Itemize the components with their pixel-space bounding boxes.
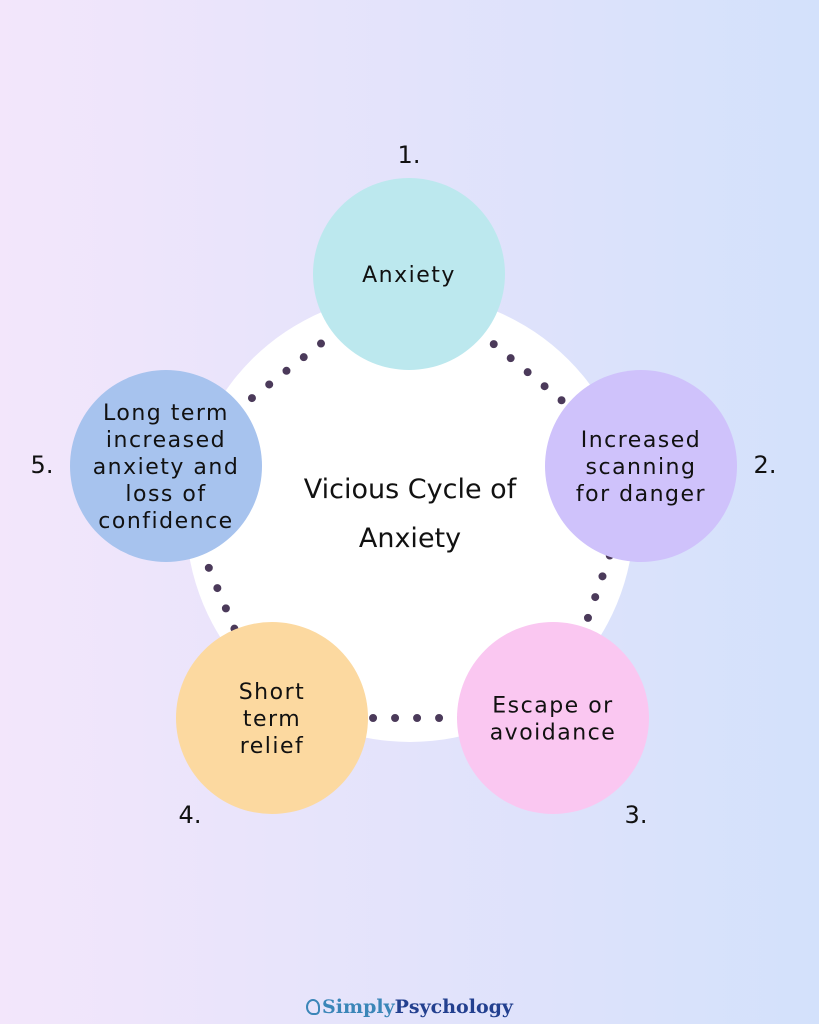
node-circle: [70, 370, 262, 562]
node-label-line: Anxiety: [362, 263, 456, 288]
node-number: 1.: [398, 141, 421, 169]
diagram-title-line-1: Vicious Cycle of: [304, 474, 518, 505]
node-label-line: for danger: [576, 482, 706, 507]
node-label-line: relief: [240, 734, 305, 759]
node-label-line: Short: [239, 680, 306, 705]
head-logo-icon: [306, 999, 321, 1015]
node-number: 2.: [754, 451, 777, 479]
node-label-line: confidence: [98, 509, 233, 534]
node-label-line: increased: [106, 428, 226, 453]
node-label-line: Increased: [581, 428, 702, 453]
node-label-line: term: [243, 707, 301, 732]
node-circle: [457, 622, 649, 814]
node-circle: [545, 370, 737, 562]
node-circle: [313, 178, 505, 370]
node-number: 5.: [31, 451, 54, 479]
node-number: 4.: [179, 801, 202, 829]
node-label-line: anxiety and: [93, 455, 240, 480]
node-label-line: Escape or: [492, 694, 613, 719]
node-label-line: loss of: [125, 482, 206, 507]
diagram-title-line-2: Anxiety: [359, 523, 461, 554]
node-label-line: Long term: [103, 401, 229, 426]
node-number: 3.: [625, 801, 648, 829]
cycle-node-1: Anxiety 1.: [313, 141, 505, 370]
node-circle: [176, 622, 368, 814]
simplypsychology-logo: SimplyPsychology: [0, 996, 819, 1018]
node-label-line: avoidance: [490, 721, 617, 746]
node-label-line: scanning: [586, 455, 697, 480]
